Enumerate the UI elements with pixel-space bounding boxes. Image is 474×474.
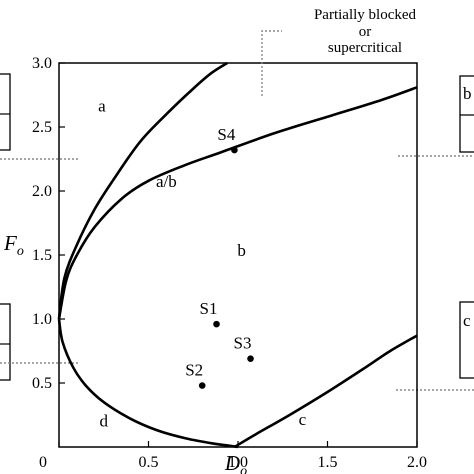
region-label: a/b [156, 172, 177, 191]
y-tick-label: 0.5 [32, 375, 52, 392]
boundary-curve-3 [57, 318, 239, 449]
point-label-s4: S4 [217, 125, 235, 144]
right-top-inset-box [459, 75, 474, 153]
point-s2 [198, 382, 206, 389]
region-labels: a a/b b c d [98, 97, 306, 431]
point-label-s1: S1 [200, 299, 218, 318]
annotation-line: or [359, 24, 372, 40]
side-decorations: bc [0, 73, 474, 391]
region-label: c [299, 410, 307, 429]
boundary-curve-4 [233, 334, 418, 449]
x-tick-label: 1.5 [318, 454, 338, 471]
annotation-leader [261, 30, 282, 96]
region-label: a [98, 97, 106, 116]
x-tick-label: 1.0 [228, 454, 248, 471]
boundary-curves [57, 61, 418, 449]
annotation-line: Partially blocked [314, 7, 417, 23]
axis-ticks: 0 0.5 1.0 1.5 2.0 0.5 1.0 1.5 2.0 2.5 3.0 [32, 55, 427, 471]
y-tick-label: 1.5 [32, 247, 52, 264]
right-top-inset-label: b [463, 84, 472, 103]
x-tick-label: 0.5 [139, 454, 159, 471]
x-tick-label: 0 [39, 454, 47, 471]
point-s1 [213, 320, 220, 328]
right-bottom-inset-box [459, 301, 474, 379]
region-label: d [100, 411, 109, 430]
y-tick-label: 2.0 [32, 183, 52, 200]
right-bottom-inset-label: c [463, 311, 471, 330]
point-label-s2: S2 [185, 361, 203, 380]
left-top-inset-box [0, 73, 11, 151]
sample-points: S1 S2 S3 S4 [185, 125, 254, 389]
x-axis-label: Do [224, 451, 247, 474]
point-s3 [247, 355, 254, 362]
axis-labels: Do Fo [3, 231, 247, 474]
boundary-curve-1 [57, 61, 228, 320]
boundary-curve-2 [57, 86, 418, 320]
point-label-s3: S3 [234, 334, 252, 353]
y-axis-label: Fo [3, 231, 24, 259]
y-tick-label: 2.5 [32, 119, 52, 136]
annotation-line: supercritical [328, 40, 402, 56]
region-label: b [237, 241, 246, 260]
point-s4 [231, 146, 238, 154]
x-tick-label: 2.0 [407, 454, 427, 471]
y-tick-label: 1.0 [32, 311, 52, 328]
y-tick-label: 3.0 [32, 55, 52, 72]
left-bottom-inset-box [0, 303, 11, 381]
